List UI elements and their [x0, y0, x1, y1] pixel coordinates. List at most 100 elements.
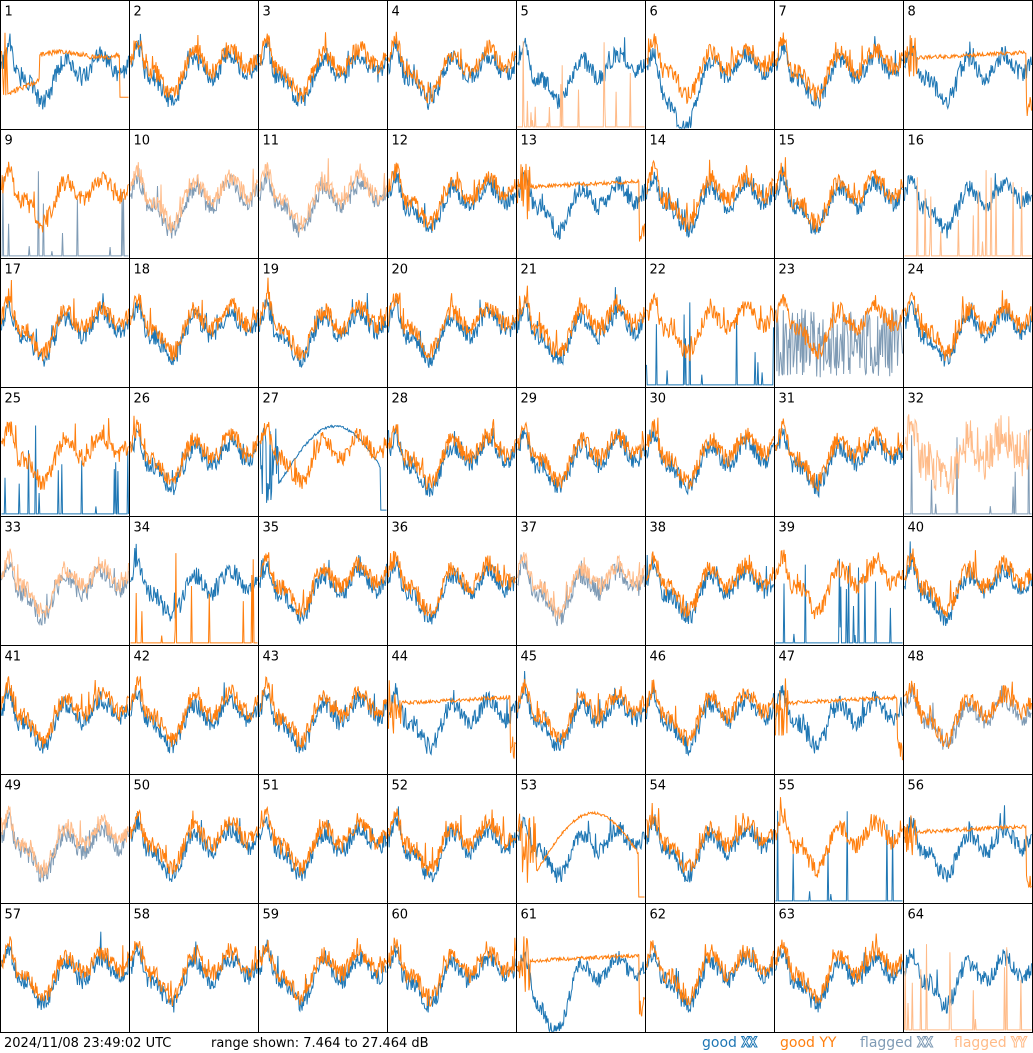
panel-19-yy-line — [259, 277, 387, 361]
panel-45-yy-line — [517, 678, 645, 746]
panel-22-label: 22 — [650, 263, 667, 278]
legend-good-yy: good YY — [780, 1034, 836, 1053]
panel-47-frame — [774, 645, 904, 775]
panel-48: 48 — [903, 645, 1033, 775]
panel-6: 6 — [645, 0, 775, 130]
panel-42: 42 — [129, 645, 259, 775]
panel-34: 34 — [129, 516, 259, 646]
legend-good-xx-pol: XX — [741, 1035, 758, 1052]
panel-35-label: 35 — [263, 521, 280, 536]
panel-32-xx-line — [904, 429, 1032, 515]
panel-25: 25 — [0, 387, 130, 517]
panel-40-frame — [903, 516, 1033, 646]
panel-21-label: 21 — [521, 263, 538, 278]
panel-27: 27 — [258, 387, 388, 517]
panel-21-yy-line — [517, 285, 645, 357]
panel-29-yy-line — [517, 421, 645, 489]
panel-23-xx-line — [775, 308, 903, 378]
panel-47-xx-line — [775, 685, 903, 754]
panel-58-label: 58 — [134, 908, 151, 923]
panel-4-yy-line — [388, 31, 516, 104]
panel-39-xx-line — [775, 558, 903, 644]
panel-25-label: 25 — [5, 392, 22, 407]
panel-30: 30 — [645, 387, 775, 517]
panel-1-xx-line — [1, 33, 129, 110]
panel-39-yy-line — [775, 549, 903, 620]
panel-27-yy-line — [259, 421, 387, 489]
panel-53-xx-line — [517, 816, 645, 883]
panel-51: 51 — [258, 774, 388, 904]
panel-10-yy-line — [130, 162, 258, 233]
panel-37-label: 37 — [521, 521, 538, 536]
panel-19: 19 — [258, 258, 388, 388]
panel-4: 4 — [387, 0, 517, 130]
panel-34-yy-line — [130, 553, 258, 644]
panel-54: 54 — [645, 774, 775, 904]
panel-50: 50 — [129, 774, 259, 904]
panel-46: 46 — [645, 645, 775, 775]
panel-47: 47 — [774, 645, 904, 775]
panel-40-yy-line — [904, 548, 1032, 618]
panel-2-label: 2 — [134, 5, 142, 20]
panel-1-label: 1 — [5, 5, 13, 20]
panel-23-label: 23 — [779, 263, 796, 278]
panel-8-label: 8 — [908, 5, 916, 20]
panel-45-frame — [516, 645, 646, 775]
panel-48-label: 48 — [908, 650, 925, 665]
panel-39: 39 — [774, 516, 904, 646]
panel-36-yy-line — [388, 550, 516, 618]
panel-2-frame — [129, 0, 259, 130]
panel-50-xx-line — [130, 812, 258, 883]
panel-61-yy-line — [517, 936, 645, 1017]
panel-29: 29 — [516, 387, 646, 517]
panel-31-xx-line — [775, 427, 903, 499]
panel-57-yy-line — [1, 936, 129, 1002]
panel-23-yy-line — [775, 293, 903, 360]
panel-17-yy-line — [1, 279, 129, 362]
panel-23: 23 — [774, 258, 904, 388]
panel-16-yy-line — [904, 170, 1032, 257]
panel-5: 5 — [516, 0, 646, 130]
panel-14: 14 — [645, 129, 775, 259]
panel-40-label: 40 — [908, 521, 925, 536]
panel-21: 21 — [516, 258, 646, 388]
panel-13: 13 — [516, 129, 646, 259]
panel-6-label: 6 — [650, 5, 658, 20]
panel-37: 37 — [516, 516, 646, 646]
panel-28: 28 — [387, 387, 517, 517]
panel-36-label: 36 — [392, 521, 409, 536]
panel-30-label: 30 — [650, 392, 667, 407]
panel-6-xx-line — [646, 46, 774, 129]
range-label: range shown: 7.464 to 27.464 dB — [211, 1036, 429, 1051]
panel-63-xx-line — [775, 945, 903, 1013]
panel-48-yy-line — [904, 680, 1032, 749]
panel-41-yy-line — [1, 676, 129, 749]
panel-64-xx-line — [904, 948, 1032, 1014]
panel-31-label: 31 — [779, 392, 796, 407]
panel-12: 12 — [387, 129, 517, 259]
panel-14-yy-line — [646, 159, 774, 232]
panel-53-label: 53 — [521, 779, 538, 794]
panel-56-label: 56 — [908, 779, 925, 794]
panel-46-label: 46 — [650, 650, 667, 665]
panel-63: 63 — [774, 903, 904, 1033]
panel-50-yy-line — [130, 808, 258, 875]
panel-34-label: 34 — [134, 521, 151, 536]
panel-52: 52 — [387, 774, 517, 904]
panel-57: 57 — [0, 903, 130, 1033]
panel-14-xx-line — [646, 171, 774, 238]
panel-64-label: 64 — [908, 908, 925, 923]
panel-35-yy-line — [259, 552, 387, 617]
panel-64-yy-line — [904, 944, 1032, 1031]
panel-35: 35 — [258, 516, 388, 646]
panel-32-label: 32 — [908, 392, 925, 407]
panel-45-xx-line — [517, 670, 645, 752]
panel-19-xx-line — [259, 292, 387, 368]
panel-44: 44 — [387, 645, 517, 775]
panel-61-label: 61 — [521, 908, 538, 923]
panel-5-label: 5 — [521, 5, 529, 20]
panel-62-yy-line — [646, 940, 774, 1007]
legend-flagged-yy-prefix: flagged — [954, 1035, 1007, 1051]
panel-30-yy-line — [646, 417, 774, 490]
